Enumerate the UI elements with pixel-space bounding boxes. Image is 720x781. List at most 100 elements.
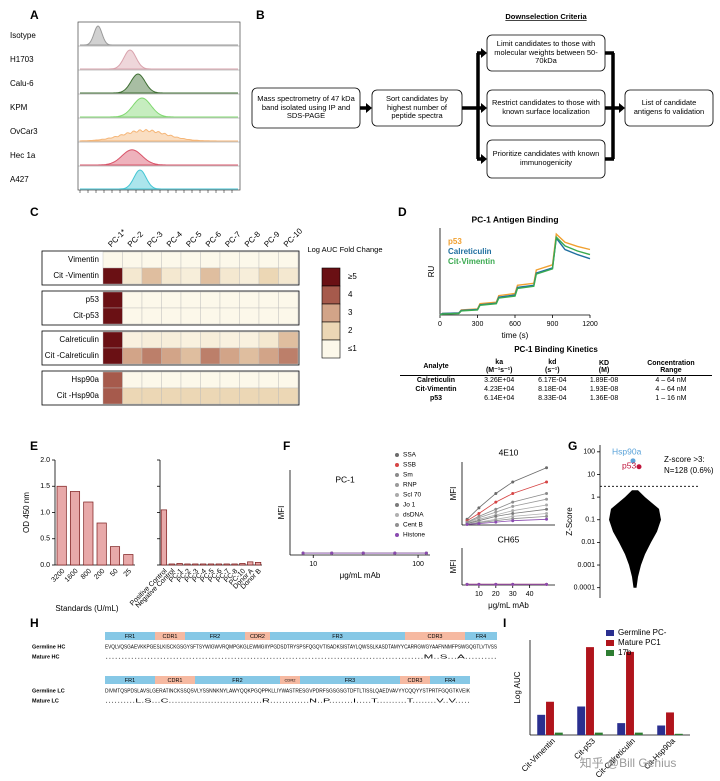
legend-swatch: [606, 630, 614, 636]
y-tick-label: 1.0: [40, 509, 50, 516]
point: [424, 551, 428, 555]
legend-label: SSA: [403, 452, 417, 459]
header-text: (M): [598, 366, 610, 374]
legend-marker: [395, 513, 399, 517]
row-label: Cit-p53: [73, 311, 99, 320]
x-tick-label: 20: [492, 591, 500, 598]
bar: [537, 714, 546, 735]
heat-cell: [122, 291, 143, 309]
histogram: [80, 169, 238, 190]
histogram: [80, 25, 238, 46]
table-cell: 4.23E+04: [484, 386, 515, 393]
row-group-frame: [41, 370, 300, 406]
heat-cell: [122, 251, 143, 269]
heat-cell: [161, 307, 182, 325]
y-tick-label: 2.0: [40, 457, 50, 464]
heat-cell: [200, 347, 221, 365]
heat-cell: [102, 371, 123, 389]
region-band: [185, 632, 245, 640]
heat-cell: [200, 307, 221, 325]
heat-cell: [219, 291, 240, 309]
region-band: [105, 632, 155, 640]
y-axis-label: MFI: [449, 560, 458, 574]
bar: [69, 491, 81, 566]
sample-label: OvCar3: [10, 127, 38, 136]
heat-cell: [161, 267, 182, 285]
region-label: FR3: [332, 634, 342, 640]
heat-cell: [180, 387, 201, 405]
heat-cell: [200, 291, 221, 309]
point: [477, 582, 481, 586]
point: [361, 551, 365, 555]
legend-label: Calreticulin: [448, 247, 492, 256]
header-text: Analyte: [423, 363, 449, 370]
heat-cell: [141, 371, 162, 389]
row-group-frame: [41, 290, 300, 326]
histogram: [79, 128, 238, 142]
bar: [674, 733, 683, 735]
bar: [176, 563, 183, 566]
legend-label: p53: [448, 237, 462, 246]
histogram: [80, 149, 238, 166]
region-label: CDR1: [163, 634, 178, 640]
y-axis-label: OD 450 nm: [22, 492, 31, 533]
legend-label: SSB: [403, 462, 416, 469]
heat-cell: [219, 371, 240, 389]
table-cell: 6.14E+04: [484, 395, 515, 402]
point: [393, 551, 397, 555]
chart-title: PC-1: [335, 474, 355, 484]
sequence: EVQLVQSGAEVKKPGESLKISCKGSGYSFTSYWIGWVRQM…: [105, 644, 497, 650]
heat-cell: [200, 371, 221, 389]
header-cell: ka (M⁻¹s⁻¹): [471, 358, 527, 376]
point: [301, 551, 305, 555]
histogram: [80, 73, 238, 94]
workflow-step: Limit candidates to those with molecular…: [494, 39, 598, 66]
x-tick-label: 300: [472, 321, 484, 328]
table-cell: 4 – 64 nM: [655, 377, 687, 384]
heat-cell: [200, 251, 221, 269]
heat-cell: [239, 371, 260, 389]
heat-cell: [200, 267, 221, 285]
point: [511, 492, 515, 495]
table-cell: Cit-Vimentin: [415, 386, 457, 393]
heat-cell: [141, 291, 162, 309]
panel-label: G: [568, 439, 577, 453]
point: [494, 500, 498, 504]
header-text: Concentration: [647, 359, 695, 367]
heat-cell: [102, 347, 123, 365]
header-text: KD: [598, 359, 610, 367]
legend-marker: [395, 493, 399, 497]
legend-label: Histone: [403, 532, 425, 539]
x-tick-label: 10: [475, 591, 483, 598]
header-text: Range: [660, 366, 682, 374]
point: [545, 480, 549, 484]
chain-label: Germline HC: [32, 644, 65, 650]
heat-cell: [258, 331, 279, 349]
row-label: Cit -Calreticulin: [45, 351, 99, 360]
x-tick-label: 1200: [582, 321, 598, 328]
header-cell: kd (s⁻¹): [526, 358, 579, 376]
table-cell: 8.18E-04: [538, 386, 567, 393]
heat-cell: [141, 387, 162, 405]
region-label: CDR3: [428, 634, 443, 640]
region-band: [300, 676, 400, 684]
point: [545, 512, 549, 516]
arrow-head: [481, 48, 487, 58]
point: [494, 514, 498, 518]
heat-cell: [102, 291, 123, 309]
bar: [207, 563, 215, 566]
sequence: DIVMTQSPDSLAVSLGERATINCKSSQSVLYSSNNKNYLA…: [105, 688, 470, 694]
table-cell: 3.26E+04: [484, 377, 515, 384]
chart-title: 4E10: [499, 447, 519, 457]
heat-cell: [258, 387, 279, 405]
heat-cell: [161, 251, 182, 269]
point: [511, 504, 515, 508]
point: [477, 512, 481, 516]
panel-label: C: [30, 205, 39, 219]
row-label: p53: [86, 295, 100, 304]
heat-cell: [258, 307, 279, 325]
y-tick-label: 1.5: [40, 483, 50, 490]
region-label: FR3: [345, 678, 355, 684]
y-tick-label: 0.0: [40, 562, 50, 569]
y-tick-label: 10: [587, 471, 595, 478]
